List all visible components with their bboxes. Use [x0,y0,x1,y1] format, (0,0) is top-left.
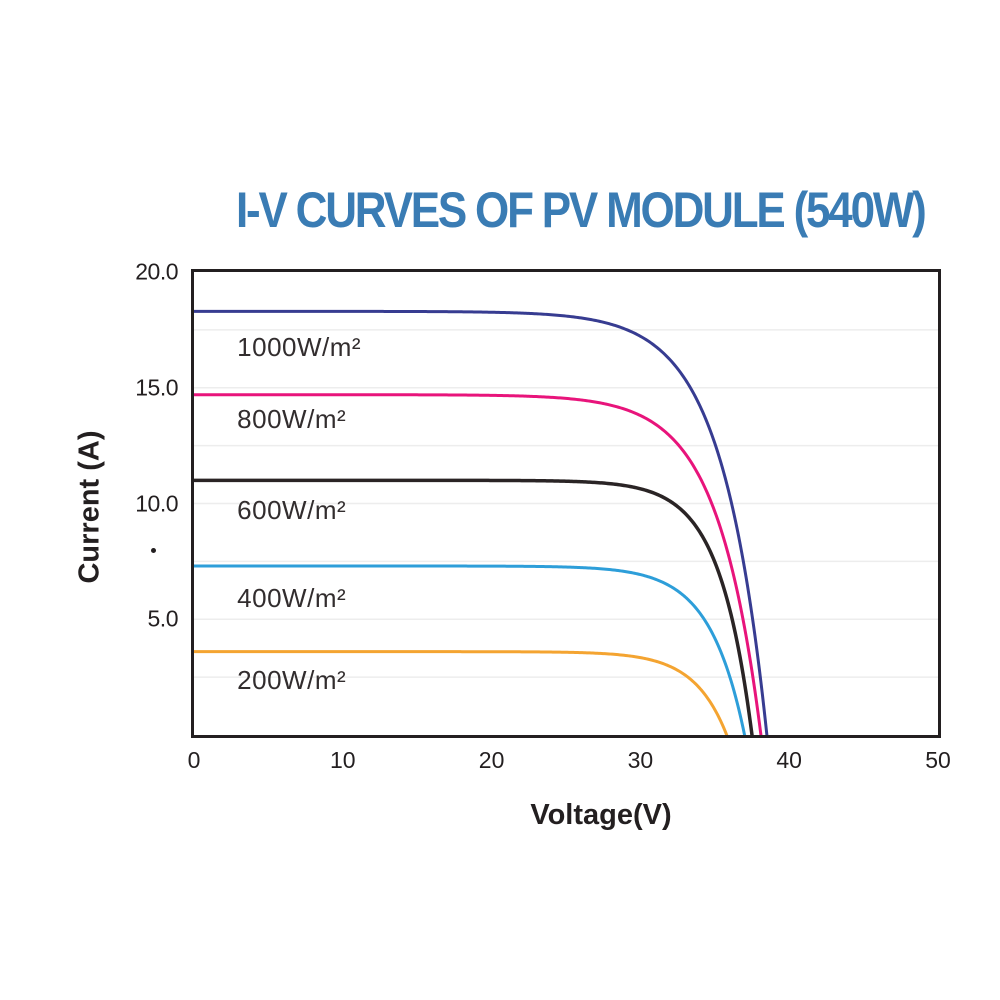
iv-curves-canvas [194,309,938,735]
iv-curve [194,564,747,735]
iv-curve [194,650,729,735]
y-tick-label: 20.0 [135,258,178,285]
series-label: 600W/m² [237,494,347,525]
plot-area: 1000W/m² 800W/m² 600W/m² 400W/m² 200W/m² [191,269,941,738]
y-tick-label: 15.0 [135,374,178,401]
iv-curve [194,309,769,735]
chart-title: I-V CURVES OF PV MODULE (540W) [236,182,927,238]
iv-curve [194,393,763,735]
x-tick-label: 0 [187,747,201,773]
x-tick-label: 40 [776,747,802,773]
y-axis-title: Current (A) [73,430,106,584]
x-tick-label: 10 [330,747,356,773]
x-tick-label: 30 [627,747,654,773]
series-label: 800W/m² [237,403,347,434]
y-tick-label: 5.0 [147,605,179,632]
x-axis-title: Voltage(V) [530,799,672,831]
series-label: 1000W/m² [237,331,362,362]
series-label: 400W/m² [237,582,347,613]
stray-dot [151,548,156,553]
series-label: 200W/m² [237,665,347,696]
x-tick-label: 20 [478,747,505,773]
x-tick-label: 50 [925,747,951,773]
y-tick-label: 10.0 [135,490,178,516]
iv-curve [194,478,754,735]
